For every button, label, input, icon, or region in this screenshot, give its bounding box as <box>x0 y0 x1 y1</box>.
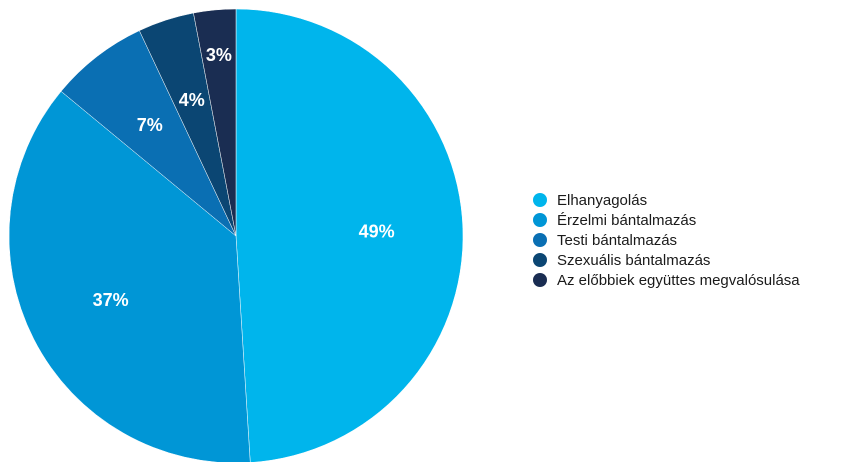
legend-label: Az előbbiek együttes megvalósulása <box>557 271 800 289</box>
legend-swatch <box>533 193 547 207</box>
legend-label: Szexuális bántalmazás <box>557 251 711 269</box>
slice-value-label: 3% <box>206 45 232 65</box>
legend-item: Elhanyagolás <box>533 190 800 210</box>
legend-item: Testi bántalmazás <box>533 230 800 250</box>
slice-value-label: 7% <box>137 115 163 135</box>
legend-label: Érzelmi bántalmazás <box>557 211 697 229</box>
legend-label: Testi bántalmazás <box>557 231 678 249</box>
pie-slice-1 <box>235 8 464 462</box>
slice-value-label: 49% <box>359 222 395 242</box>
legend-swatch <box>533 233 547 247</box>
pie-value-labels: 49% 37% 7% 4% 3% <box>93 45 395 310</box>
pie-slice-5 <box>193 8 237 237</box>
legend-item: Az előbbiek együttes megvalósulása <box>533 270 800 290</box>
legend-swatch <box>533 253 547 267</box>
legend-item: Érzelmi bántalmazás <box>533 210 800 230</box>
slice-value-label: 4% <box>179 90 205 110</box>
pie-chart: 49% 37% 7% 4% 3% <box>8 8 464 462</box>
legend-swatch <box>533 273 547 287</box>
slice-value-label: 37% <box>93 290 129 310</box>
pie-slices <box>8 8 464 462</box>
pie-slice-2 <box>8 90 251 462</box>
legend-item: Szexuális bántalmazás <box>533 250 800 270</box>
legend-swatch <box>533 213 547 227</box>
legend-label: Elhanyagolás <box>557 191 648 209</box>
legend: Elhanyagolás Érzelmi bántalmazás Testi bán… <box>533 190 800 290</box>
